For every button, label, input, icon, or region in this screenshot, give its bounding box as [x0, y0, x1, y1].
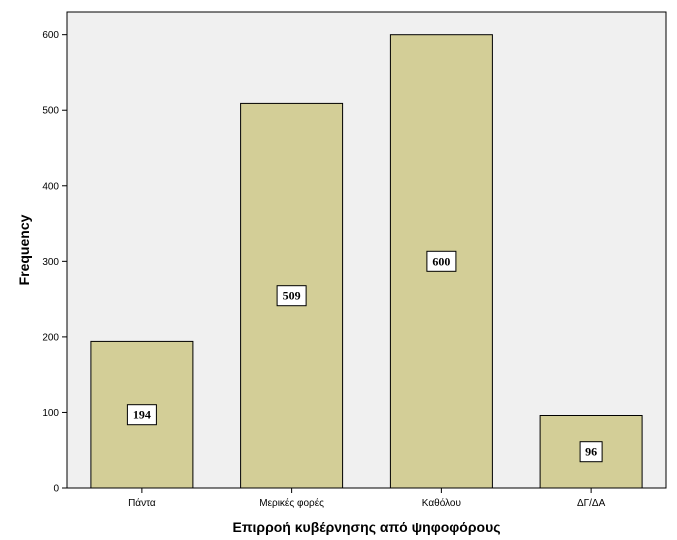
x-axis: Πάντα Μερικές φορές Καθόλου ΔΓ/ΔΑ [128, 488, 606, 509]
data-label-2: 600 [432, 254, 450, 268]
x-axis-title: Επιρροή κυβέρνησης από ψηφοφόρους [232, 519, 500, 535]
y-tick-label-1: 100 [42, 408, 59, 419]
y-tick-label-0: 0 [53, 484, 59, 495]
data-label-box-0 [126, 404, 157, 426]
data-label-3: 96 [585, 445, 597, 459]
data-labels-layer: 194 509 600 96 [126, 250, 603, 463]
data-label-box-2 [426, 250, 457, 272]
data-label-0: 194 [133, 408, 151, 422]
y-tick-label-4: 400 [42, 181, 59, 192]
x-tick-label-1: Μερικές φορές [259, 497, 324, 509]
y-tick-label-3: 300 [42, 257, 59, 268]
y-axis-title: Frequency [16, 214, 32, 285]
y-axis: 0 100 200 300 400 500 600 [42, 30, 67, 495]
x-tick-label-3: ΔΓ/ΔΑ [577, 498, 606, 509]
x-tick-label-0: Πάντα [128, 497, 156, 509]
y-tick-label-2: 200 [42, 332, 59, 343]
x-tick-label-2: Καθόλου [422, 497, 461, 509]
y-tick-label-5: 500 [42, 106, 59, 117]
data-label-box-1 [276, 285, 307, 307]
data-label-1: 509 [283, 289, 301, 303]
y-tick-label-6: 600 [42, 30, 59, 41]
data-label-box-3 [579, 441, 603, 463]
